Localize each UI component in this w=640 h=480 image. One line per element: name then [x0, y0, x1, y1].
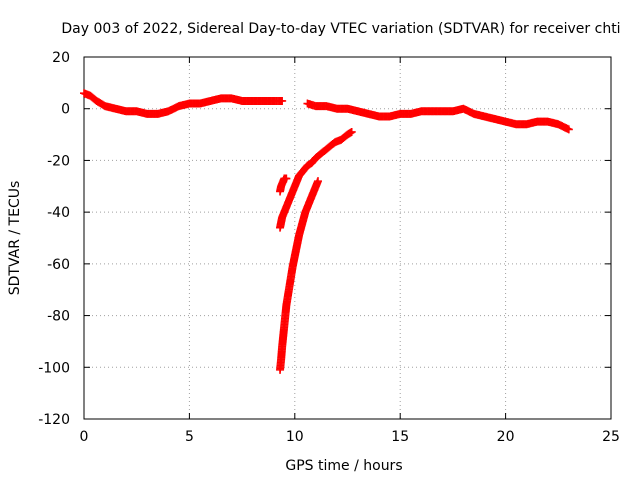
data-point: [278, 96, 287, 105]
data-point: [347, 127, 356, 136]
y-tick-label: 0: [61, 102, 70, 118]
series-steep-arc-1: [276, 127, 356, 232]
chart-title: Day 003 of 2022, Sidereal Day-to-day VTE…: [61, 21, 620, 37]
tick-labels: 0 5 10 15 20 25 -120 -100 -80 -60 -40 -20 0 20: [38, 50, 620, 445]
y-tick-label: -40: [47, 205, 70, 221]
y-tick-label: -120: [38, 412, 70, 428]
x-tick-label: 0: [80, 429, 89, 445]
y-tick-label: -100: [38, 360, 70, 376]
series-steep-arc-2: [276, 177, 322, 374]
data-points: [80, 89, 573, 374]
series-main-arc-1: [80, 89, 287, 118]
series-main-arc-2: [303, 99, 573, 134]
series-short-segment: [276, 174, 291, 196]
y-axis-label: SDTVAR / TECUs: [7, 181, 23, 296]
data-point: [564, 125, 573, 134]
x-tick-label: 10: [286, 429, 304, 445]
plot-frame: [83, 56, 612, 420]
y-tick-label: -60: [47, 257, 70, 273]
y-tick-label: -20: [47, 153, 70, 169]
axis-ticks: [83, 56, 612, 420]
y-tick-label: 20: [52, 50, 70, 66]
x-tick-label: 5: [185, 429, 194, 445]
x-tick-label: 15: [391, 429, 409, 445]
x-tick-label: 20: [497, 429, 515, 445]
data-point: [313, 177, 322, 186]
y-tick-label: -80: [47, 309, 70, 325]
data-point: [282, 174, 291, 183]
x-axis-label: GPS time / hours: [285, 458, 402, 474]
x-tick-label: 25: [602, 429, 620, 445]
